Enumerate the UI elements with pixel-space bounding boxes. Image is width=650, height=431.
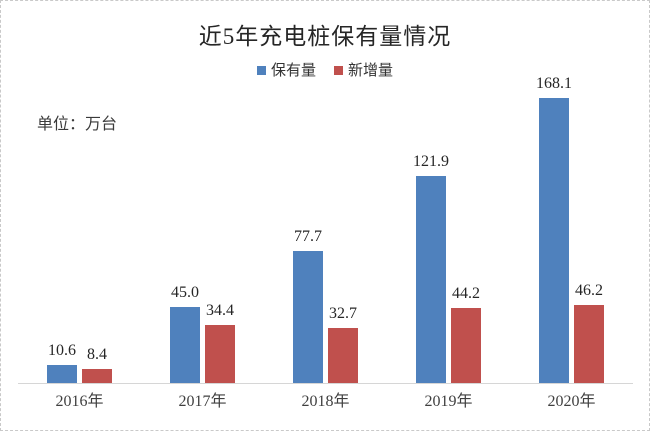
bar-col-s0-2019年: 121.9 [413,152,449,383]
bar-新增量-2019年 [451,308,481,383]
bar-保有量-2016年 [47,365,77,383]
bar-group-2019年: 121.9 44.2 [387,78,510,383]
bar-col-s1-2019年: 44.2 [451,284,481,383]
bar-col-s0-2016年: 10.6 [47,341,77,383]
bar-value-label: 168.1 [536,75,572,92]
bar-保有量-2018年 [293,251,323,383]
bar-新增量-2020年 [574,305,604,383]
bar-value-label: 121.9 [413,153,449,170]
legend-label: 保有量 [270,63,316,79]
unit-label: 单位：万台 [37,116,118,133]
bar-新增量-2017年 [205,325,235,383]
bar-col-s0-2017年: 45.0 [170,283,200,383]
legend-label: 新增量 [348,63,394,79]
plot-area: 10.6 8.4 45.0 34.4 77.7 32.7 121.9 44.2 168.1 46.… [18,75,633,383]
bar-新增量-2018年 [328,328,358,383]
bar-col-s0-2018年: 77.7 [293,227,323,383]
bar-value-label: 10.6 [48,342,76,359]
x-axis-line [18,383,633,384]
bar-group-2017年: 45.0 34.4 [141,78,264,383]
bar-group-2016年: 10.6 8.4 [18,78,141,383]
bar-col-s1-2018年: 32.7 [328,304,358,383]
legend-item-1: 新增量 [334,59,393,80]
x-axis-label-2020年: 2020年 [547,393,596,410]
bar-value-label: 34.4 [206,302,234,319]
x-axis-label-2016年: 2016年 [55,393,104,410]
bar-value-label: 46.2 [575,282,603,299]
bar-group-2018年: 77.7 32.7 [264,78,387,383]
legend-swatch-icon [256,65,266,75]
bar-value-label: 44.2 [452,285,480,302]
bar-保有量-2019年 [416,176,446,383]
x-axis-label-2017年: 2017年 [178,393,227,410]
bar-value-label: 45.0 [171,284,199,301]
x-axis-label-2018年: 2018年 [301,393,350,410]
bar-col-s0-2020年: 168.1 [536,74,572,383]
chart-title: 近5年充电桩保有量情况 [198,24,452,49]
legend-swatch-icon [334,65,343,75]
bar-col-s1-2020年: 46.2 [574,281,604,383]
bar-col-s1-2016年: 8.4 [82,345,112,383]
bar-group-2020年: 168.1 46.2 [510,75,633,383]
bar-保有量-2017年 [170,307,200,383]
bar-保有量-2020年 [539,98,569,383]
bar-新增量-2016年 [82,369,112,383]
chart-legend: 保有量 新增量 [1,59,649,80]
bar-value-label: 8.4 [87,346,107,363]
x-axis-labels: 2016年 2017年 2018年 2019年 2020年 [18,392,633,416]
x-axis-label-2019年: 2019年 [424,393,473,410]
legend-item-0: 保有量 [256,59,316,80]
bar-col-s1-2017年: 34.4 [205,301,235,383]
bar-value-label: 77.7 [294,228,322,245]
bar-value-label: 32.7 [329,305,357,322]
